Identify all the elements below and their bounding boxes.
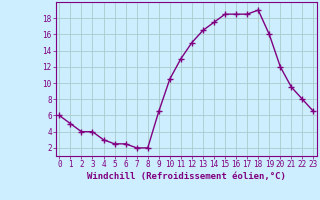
X-axis label: Windchill (Refroidissement éolien,°C): Windchill (Refroidissement éolien,°C) xyxy=(87,172,286,181)
